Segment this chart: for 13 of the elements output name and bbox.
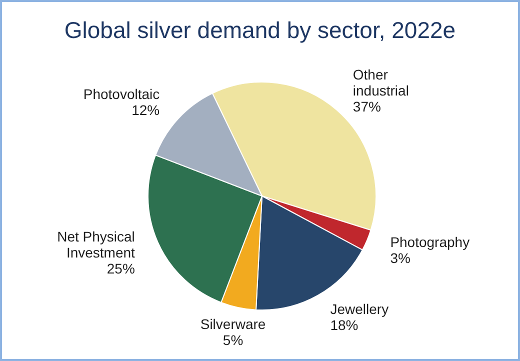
slice-label: Net Physical Investment xyxy=(57,228,136,261)
data-label: 18% xyxy=(330,317,358,334)
slice-label: Other industrial xyxy=(352,66,409,99)
data-label: 5% xyxy=(222,332,244,348)
data-label: 12% xyxy=(132,102,160,118)
slice-label: Photovoltaic xyxy=(83,86,160,102)
data-label: 37% xyxy=(352,98,381,115)
data-label: 25% xyxy=(106,260,135,277)
slice-label: Jewellery xyxy=(330,301,389,318)
slice-label: Silverware xyxy=(200,316,266,332)
slice-label: Photography xyxy=(390,234,470,250)
chart-title: Global silver demand by sector, 2022e xyxy=(64,17,456,43)
data-label: 3% xyxy=(390,250,410,266)
